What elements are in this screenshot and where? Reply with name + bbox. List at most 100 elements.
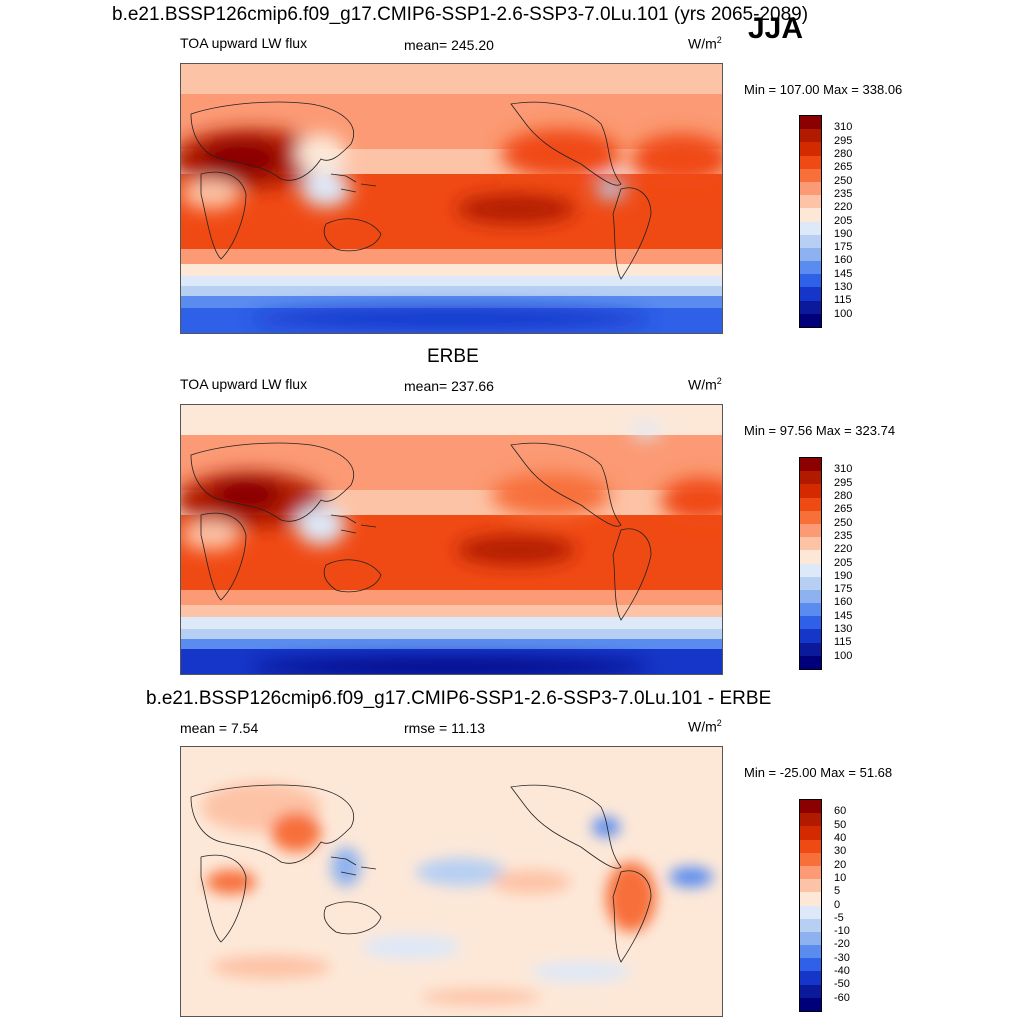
colorbar-swatch <box>800 261 821 275</box>
colorbar-swatch <box>800 800 821 814</box>
colorbar-tick-label: 175 <box>834 583 853 596</box>
colorbar-swatch <box>800 550 821 564</box>
colorbar-swatch <box>800 168 821 182</box>
colorbar-swatch <box>800 879 821 893</box>
season-label: JJA <box>748 12 804 45</box>
colorbar-tick-label: 160 <box>834 254 853 267</box>
colorbar-tick-label: -60 <box>834 991 850 1004</box>
colorbar-swatch <box>800 234 821 248</box>
panel1-units: W/m2 <box>688 35 722 52</box>
colorbar-tick-label: 175 <box>834 241 853 254</box>
colorbar-tick-label: 190 <box>834 569 853 582</box>
colorbar-swatch <box>800 576 821 590</box>
colorbar-tick-label: 130 <box>834 281 853 294</box>
panel1-map <box>180 63 723 334</box>
colorbar-tick-label: 160 <box>834 596 853 609</box>
colorbar-swatch <box>800 484 821 498</box>
colorbar-swatch <box>800 221 821 235</box>
colorbar-swatch <box>800 458 821 472</box>
colorbar-swatch <box>800 287 821 301</box>
colorbar-tick-label: -40 <box>834 965 850 978</box>
colorbar-swatch <box>800 931 821 946</box>
colorbar-swatch <box>800 603 821 617</box>
panel2-minmax: Min = 97.56 Max = 323.74 <box>744 423 896 438</box>
colorbar-tick-label: 235 <box>834 529 853 542</box>
colorbar-tick-label: 205 <box>834 556 853 569</box>
panel1-mean-label: mean= 245.20 <box>404 37 494 53</box>
colorbar-swatch <box>800 274 821 288</box>
colorbar-swatch <box>800 958 821 972</box>
colorbar-tick-label: 205 <box>834 214 853 227</box>
colorbar-tick-label: 280 <box>834 489 853 502</box>
panel2-map <box>180 404 723 675</box>
colorbar-swatch <box>800 971 821 985</box>
colorbar-swatch <box>800 642 821 656</box>
colorbar-tick-label: 265 <box>834 503 853 516</box>
colorbar-swatch <box>800 129 821 143</box>
panel2-variable-label: TOA upward LW flux <box>180 376 308 392</box>
colorbar-tick-label: 0 <box>834 898 841 911</box>
panel3-title: b.e21.BSSP126cmip6.f09_g17.CMIP6-SSP1-2.… <box>146 688 772 709</box>
colorbar-swatch <box>800 142 821 156</box>
colorbar-swatch <box>800 247 821 262</box>
colorbar-tick-label: 115 <box>834 636 852 649</box>
panel3-colorbar <box>799 799 822 1012</box>
colorbar-tick-label: -30 <box>834 951 850 964</box>
colorbar-tick-label: 30 <box>834 845 847 858</box>
colorbar-swatch <box>800 537 821 551</box>
colorbar-swatch <box>800 300 821 314</box>
colorbar-tick-label: -50 <box>834 978 850 991</box>
figure-title: b.e21.BSSP126cmip6.f09_g17.CMIP6-SSP1-2.… <box>112 4 809 25</box>
colorbar-tick-label: 115 <box>834 294 852 307</box>
colorbar-swatch <box>800 195 821 209</box>
colorbar-swatch <box>800 497 821 511</box>
colorbar-swatch <box>800 984 821 998</box>
panel2-mean-label: mean= 237.66 <box>404 378 494 394</box>
colorbar-tick-label: 235 <box>834 187 853 200</box>
colorbar-swatch <box>800 116 821 130</box>
colorbar-swatch <box>800 523 821 538</box>
colorbar-swatch <box>800 181 821 196</box>
colorbar-swatch <box>800 826 821 840</box>
panel1-variable-label: TOA upward LW flux <box>180 35 308 51</box>
colorbar-tick-label: 100 <box>834 649 853 662</box>
panel3-mean-label: mean = 7.54 <box>180 720 259 736</box>
colorbar-tick-label: 50 <box>834 818 847 831</box>
colorbar-tick-label: 295 <box>834 134 853 147</box>
panel2-title: ERBE <box>427 346 479 367</box>
colorbar-swatch <box>800 510 821 524</box>
colorbar-swatch <box>800 616 821 630</box>
colorbar-swatch <box>800 997 821 1011</box>
colorbar-tick-label: 40 <box>834 831 847 844</box>
panel2-colorbar <box>799 457 822 670</box>
colorbar-tick-label: 190 <box>834 227 853 240</box>
colorbar-tick-label: -5 <box>834 911 844 924</box>
colorbar-tick-label: 145 <box>834 609 853 622</box>
colorbar-tick-label: 130 <box>834 623 853 636</box>
colorbar-tick-label: 310 <box>834 121 853 134</box>
colorbar-tick-label: 20 <box>834 858 847 871</box>
colorbar-tick-label: 60 <box>834 805 847 818</box>
colorbar-tick-label: 250 <box>834 516 853 529</box>
colorbar-tick-label: 220 <box>834 543 853 556</box>
colorbar-swatch <box>800 918 821 932</box>
colorbar-tick-label: -10 <box>834 925 850 938</box>
colorbar-swatch <box>800 589 821 604</box>
colorbar-swatch <box>800 655 821 669</box>
colorbar-tick-label: 5 <box>834 885 841 898</box>
colorbar-swatch <box>800 208 821 222</box>
colorbar-tick-label: 145 <box>834 267 853 280</box>
colorbar-tick-label: -20 <box>834 938 850 951</box>
colorbar-tick-label: 250 <box>834 174 853 187</box>
colorbar-swatch <box>800 945 821 959</box>
colorbar-tick-label: 310 <box>834 463 853 476</box>
colorbar-tick-label: 265 <box>834 161 853 174</box>
colorbar-swatch <box>800 813 821 827</box>
colorbar-tick-label: 280 <box>834 147 853 160</box>
colorbar-swatch <box>800 155 821 169</box>
colorbar-swatch <box>800 313 821 327</box>
colorbar-swatch <box>800 629 821 643</box>
panel3-rmse-label: rmse = 11.13 <box>404 720 486 736</box>
panel1-colorbar <box>799 115 822 328</box>
panel3-minmax: Min = -25.00 Max = 51.68 <box>744 765 893 780</box>
